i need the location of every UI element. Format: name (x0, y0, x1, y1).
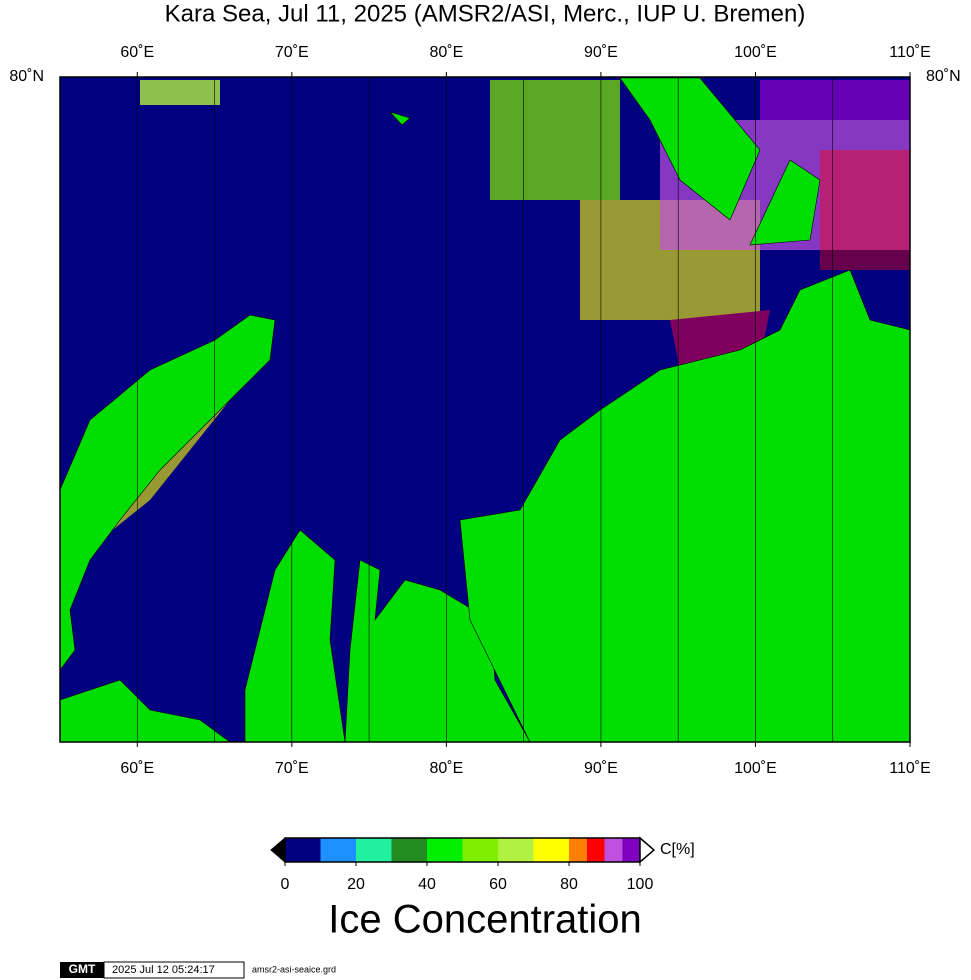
land (59, 77, 911, 743)
colorbar-tick-label: 100 (627, 876, 654, 893)
filename: amsr2-asi-seaice.grd (252, 964, 336, 974)
colorbar-segment (285, 838, 321, 862)
title: Kara Sea, Jul 11, 2025 (AMSR2/ASI, Merc.… (165, 0, 806, 27)
lon-label: 80˚E (429, 44, 463, 61)
colorbar-tick-label: 60 (489, 876, 507, 893)
gmt-logo: GMT (69, 962, 96, 976)
lon-label: 90˚E (584, 44, 618, 61)
colorbar-segment (320, 838, 356, 862)
colorbar-segment (586, 838, 605, 862)
colorbar-segment (533, 838, 569, 862)
colorbar-tick-label: 0 (281, 876, 290, 893)
colorbar-segment (391, 838, 427, 862)
lon-label: 110˚E (889, 44, 931, 61)
colorbar-segment (569, 838, 587, 862)
colorbar-low-arrow (270, 836, 286, 864)
colorbar-high-arrow (639, 836, 656, 864)
colorbar-unit: C[%] (660, 841, 695, 858)
lon-label: 90˚E (584, 760, 618, 777)
colorbar-segment (604, 838, 623, 862)
colorbar-tick-label: 40 (418, 876, 436, 893)
colorbar-tick-label: 20 (347, 876, 365, 893)
lon-label: 60˚E (120, 44, 154, 61)
colorbar-segment (498, 838, 534, 862)
lon-label: 70˚E (275, 760, 309, 777)
colorbar-segment (427, 838, 463, 862)
timestamp: 2025 Jul 12 05:24:17 (112, 964, 215, 976)
colorbar-segment (622, 838, 640, 862)
footer-logo: GMT (60, 961, 245, 979)
map-frame (59, 76, 911, 743)
colorbar-tick-label: 80 (560, 876, 578, 893)
colorbar-label: Ice Concentration (328, 898, 642, 942)
lon-label: 110˚E (889, 760, 931, 777)
colorbar-segment (462, 838, 498, 862)
lat-label: 80˚N (926, 68, 961, 85)
lat-label: 80˚N (9, 68, 44, 85)
lon-label: 80˚E (429, 760, 463, 777)
lon-label: 100˚E (734, 44, 777, 61)
colorbar-segment (356, 838, 392, 862)
lon-label: 60˚E (120, 760, 154, 777)
lon-label: 70˚E (275, 44, 309, 61)
lon-label: 100˚E (734, 760, 777, 777)
